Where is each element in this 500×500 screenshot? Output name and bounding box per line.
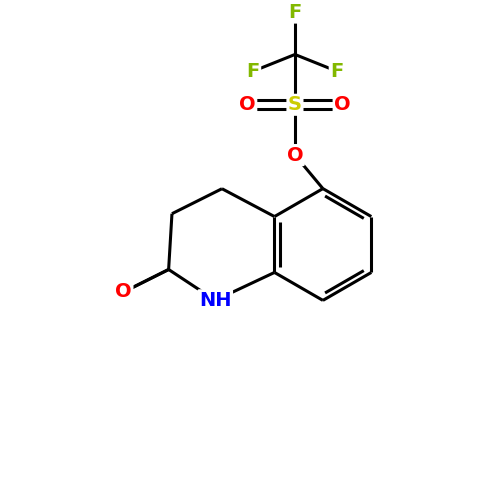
Text: O: O [334, 96, 351, 114]
Text: O: O [239, 96, 256, 114]
Text: O: O [286, 146, 304, 165]
Text: F: F [330, 62, 344, 80]
Text: F: F [246, 62, 260, 80]
Text: F: F [288, 3, 302, 22]
Text: NH: NH [199, 291, 232, 310]
Text: S: S [288, 96, 302, 114]
Text: O: O [116, 282, 132, 302]
